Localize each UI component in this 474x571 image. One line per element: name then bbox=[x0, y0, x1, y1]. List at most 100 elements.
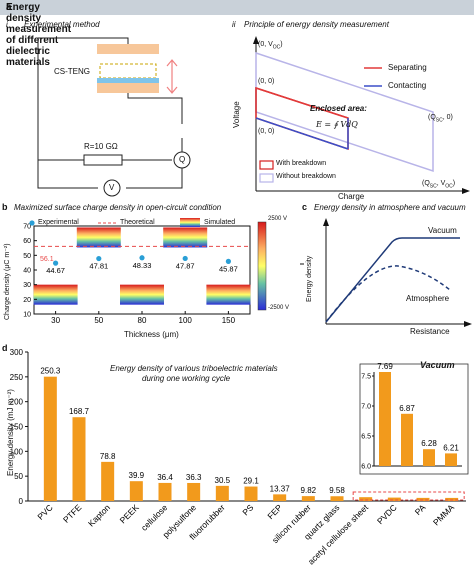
inset-bar-3 bbox=[445, 453, 457, 466]
colorbar bbox=[257, 221, 267, 311]
contacting-line bbox=[255, 117, 349, 150]
charge-meter bbox=[173, 151, 191, 169]
point-qsc: (QSC, 0) bbox=[428, 114, 453, 124]
inset-frame bbox=[359, 363, 469, 475]
simulated-field-2 bbox=[33, 284, 78, 305]
panel-b-xlabel: Thickness (μm) bbox=[124, 330, 179, 339]
inset-y-tick-label-0: 6.0 bbox=[361, 464, 371, 471]
bar-value-0: 250.3 bbox=[40, 367, 61, 376]
top-electrode bbox=[97, 44, 159, 54]
x-tick-label-1: 50 bbox=[94, 316, 103, 325]
x-tick-label-3: 100 bbox=[179, 316, 193, 325]
y-tick-label-2: 30 bbox=[23, 282, 31, 289]
bar-value-10: 9.58 bbox=[329, 486, 345, 495]
y-tick-label-3: 150 bbox=[10, 423, 24, 432]
energy-formula: E = ∮ VdQ bbox=[316, 120, 358, 129]
simulated-field-0 bbox=[76, 227, 121, 248]
inset-bar-value-0: 7.69 bbox=[377, 362, 393, 371]
sub-i-roman: i bbox=[6, 20, 8, 29]
y-tick-label-0: 0 bbox=[19, 497, 24, 506]
point-qsc-voc: (QSC, VOC) bbox=[422, 180, 456, 190]
panel-d-letter: d bbox=[2, 343, 8, 353]
y-tick-label-3: 40 bbox=[23, 268, 31, 275]
resistor bbox=[83, 154, 123, 166]
voltmeter bbox=[103, 179, 121, 197]
energy-cycle-diagram bbox=[253, 36, 470, 194]
energy-density-curve bbox=[300, 218, 472, 327]
vacuum-label: Vacuum bbox=[428, 226, 457, 235]
bar-label-1: PTFE bbox=[61, 502, 84, 525]
legend-experimental: Experimental bbox=[38, 219, 79, 226]
bar-value-8: 13.37 bbox=[270, 484, 291, 493]
bar-label-8: FEP bbox=[265, 502, 284, 521]
motion-arrow-icon bbox=[166, 59, 178, 94]
bar-6 bbox=[215, 485, 229, 501]
legend-nobreakdown-swatch bbox=[259, 173, 274, 183]
bar-value-4: 36.4 bbox=[157, 473, 173, 482]
panel-a-i: i Experimental method CS-TENG R=10 GΩ Q … bbox=[0, 16, 228, 201]
bar-label-12: PVDC bbox=[375, 502, 399, 526]
bar-label-3: PEEK bbox=[118, 502, 141, 525]
bar-value-1: 168.7 bbox=[69, 407, 90, 416]
charge-axis-label: Charge bbox=[338, 192, 365, 201]
bar-label-0: PVC bbox=[35, 502, 54, 521]
panel-d-title-1: Energy density of various triboelectric … bbox=[110, 364, 278, 373]
panel-d-title-2: during one working cycle bbox=[142, 374, 231, 383]
point-voc: (0, VOC) bbox=[258, 41, 283, 51]
bar-7 bbox=[244, 486, 258, 501]
legend-contacting: Contacting bbox=[388, 81, 427, 90]
vacuum-condition-label: Vacuum bbox=[420, 360, 455, 370]
header-bar: a Energy density measurement of differen… bbox=[0, 0, 474, 68]
bar-11 bbox=[359, 497, 373, 501]
y-tick-label-1: 20 bbox=[23, 297, 31, 304]
bar-12 bbox=[387, 497, 401, 501]
inset-bar-value-3: 6.21 bbox=[443, 443, 459, 452]
inset-bar-value-1: 6.87 bbox=[399, 404, 415, 413]
legend-separating: Separating bbox=[388, 63, 427, 72]
bar-value-2: 78.8 bbox=[100, 452, 116, 461]
bar-value-6: 30.5 bbox=[215, 476, 231, 485]
experimental-value-4: 45.87 bbox=[219, 264, 238, 273]
circuit-diagram bbox=[37, 37, 191, 197]
panel-c-title: Energy density in atmosphere and vacuum bbox=[314, 203, 466, 212]
voltmeter-label: V bbox=[109, 183, 115, 192]
separating-line bbox=[255, 87, 349, 119]
bar-label-14: PMMA bbox=[431, 502, 456, 527]
atmosphere-curve bbox=[325, 265, 451, 323]
inset-bar-0 bbox=[379, 372, 391, 466]
experimental-point-2 bbox=[139, 255, 145, 261]
bar-3 bbox=[129, 481, 143, 501]
bar-10 bbox=[330, 496, 344, 501]
panel-b: b Maximized surface charge density in op… bbox=[0, 202, 300, 342]
sub-i-title: Experimental method bbox=[24, 20, 100, 29]
colorbar-max: 2500 V bbox=[268, 216, 288, 222]
experimental-point-3 bbox=[182, 255, 188, 262]
cycle-with-breakdown bbox=[255, 86, 349, 151]
resistor-label: R=10 GΩ bbox=[84, 142, 118, 151]
device-label: CS-TENG bbox=[54, 67, 90, 76]
colorbar-min: -2500 V bbox=[268, 305, 290, 311]
bar-5 bbox=[187, 482, 201, 501]
inset-y-tick-label-1: 6.5 bbox=[361, 434, 371, 441]
inset-y-tick-label-2: 7.0 bbox=[361, 404, 371, 411]
charge-meter-label: Q bbox=[179, 155, 186, 164]
panel-c-ylabel: Energy density bbox=[306, 255, 313, 302]
panel-b-title: Maximized surface charge density in open… bbox=[14, 203, 222, 212]
dielectric-layer bbox=[97, 78, 159, 83]
y-tick-label-6: 70 bbox=[23, 224, 31, 231]
experimental-value-1: 47.81 bbox=[89, 262, 108, 271]
point-origin-top: (0, 0) bbox=[258, 78, 275, 85]
legend-without-breakdown: Without breakdown bbox=[276, 173, 336, 180]
bar-14 bbox=[445, 497, 459, 501]
y-tick-label-0: 10 bbox=[23, 312, 31, 319]
experimental-point-4 bbox=[225, 258, 231, 264]
simulated-field-3 bbox=[120, 284, 164, 305]
point-origin-bottom: (0, 0) bbox=[258, 128, 275, 135]
legend-simulated: Simulated bbox=[204, 219, 236, 226]
bar-label-7: PS bbox=[240, 502, 255, 517]
experimental-value-3: 47.87 bbox=[176, 261, 195, 270]
bar-value-5: 36.3 bbox=[186, 473, 202, 482]
x-tick-label-4: 150 bbox=[222, 316, 236, 325]
bar-0 bbox=[43, 376, 57, 501]
bar-value-3: 39.9 bbox=[129, 471, 145, 480]
